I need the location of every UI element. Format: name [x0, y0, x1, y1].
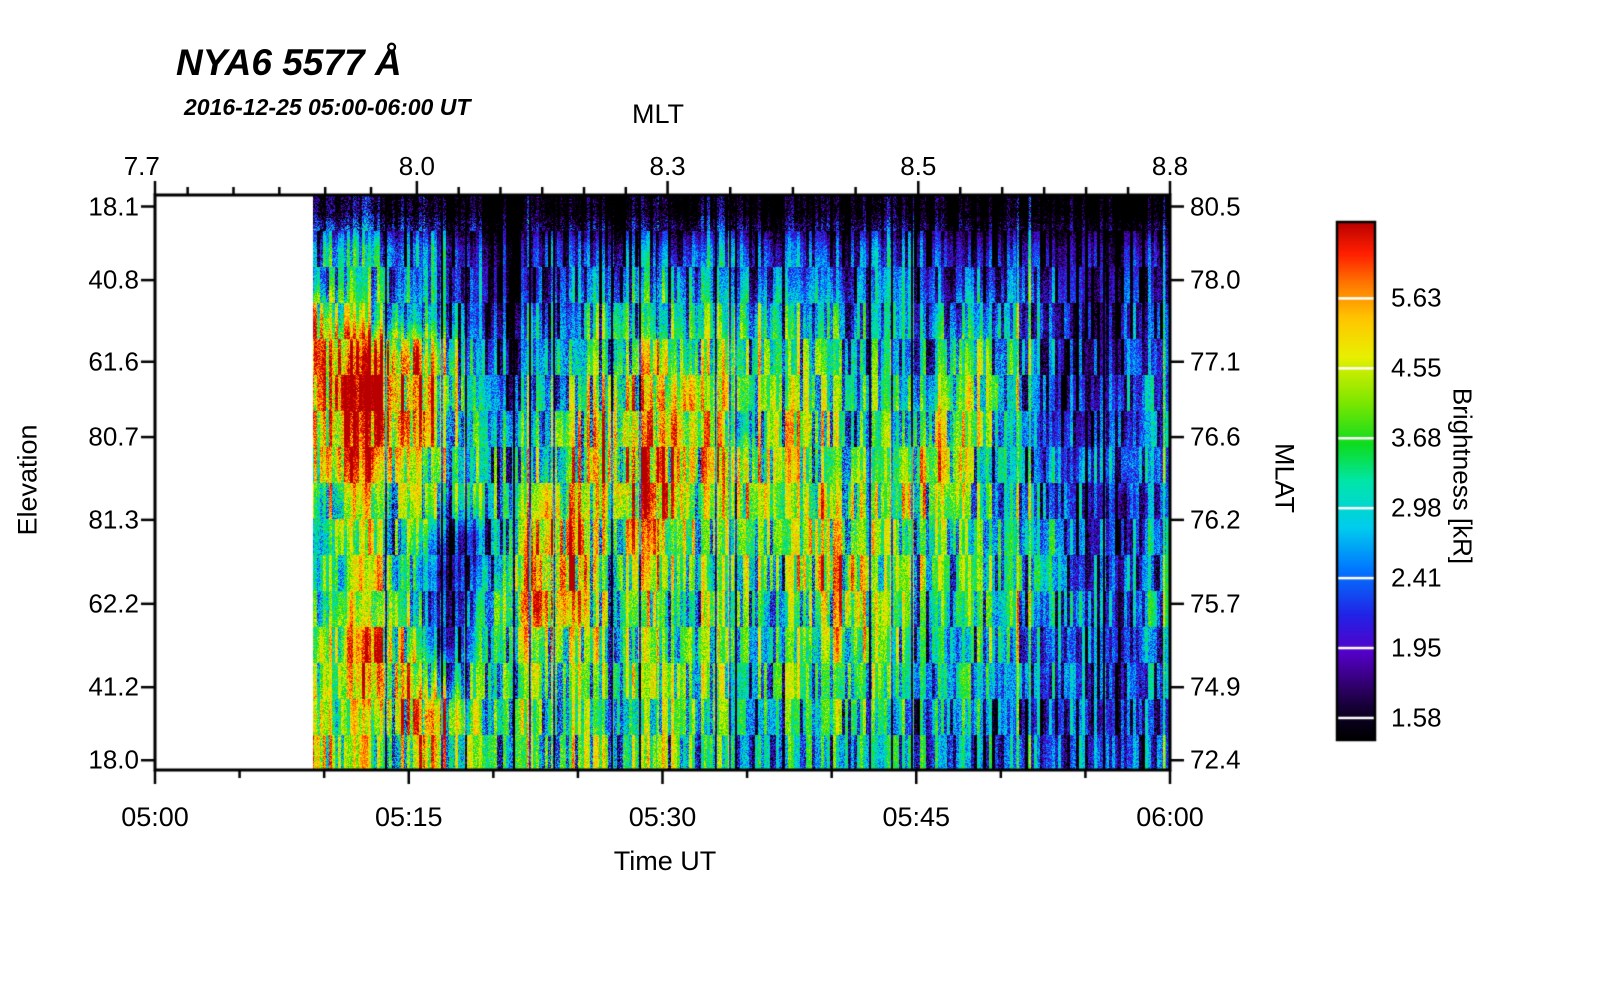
top-tick-label-0: 7.7 [123, 151, 160, 181]
left-axis-title: Elevation [12, 424, 43, 536]
plot-subtitle: 2016-12-25 05:00-06:00 UT [184, 94, 471, 120]
top-tick-label-3: 8.5 [900, 151, 937, 181]
right-tick-label-4: 76.2 [1190, 504, 1241, 535]
bottom-tick-label-4: 06:00 [1136, 802, 1204, 832]
colorbar-tick-label-1: 4.55 [1391, 352, 1442, 383]
top-tick-label-2: 8.3 [649, 151, 686, 181]
bottom-tick-label-1: 05:15 [374, 802, 443, 832]
colorbar-tick-label-2: 3.68 [1391, 422, 1442, 453]
bottom-tick-label-2: 05:30 [628, 802, 697, 832]
left-tick-label-1: 40.8 [88, 264, 139, 295]
colorbar-title: Brightness [kR] [1447, 387, 1478, 565]
right-axis-title: MLAT [1269, 442, 1300, 514]
top-tick-label-4: 8.8 [1151, 151, 1189, 181]
plot-title: NYA6 5577 Å [176, 42, 402, 83]
colorbar-tick-label-5: 1.95 [1391, 632, 1442, 663]
left-tick-label-0: 18.1 [88, 191, 139, 221]
left-tick-label-7: 18.0 [88, 744, 139, 775]
left-tick-label-6: 41.2 [88, 671, 139, 702]
left-tick-label-2: 61.6 [88, 346, 139, 377]
left-tick-label-4: 81.3 [88, 504, 139, 535]
right-tick-label-2: 77.1 [1190, 346, 1241, 377]
colorbar-tick-label-6: 1.58 [1391, 702, 1442, 733]
right-tick-label-5: 75.7 [1190, 588, 1241, 619]
right-tick-label-0: 80.5 [1190, 191, 1241, 221]
left-tick-label-3: 80.7 [88, 421, 139, 452]
colorbar-tick-label-0: 5.63 [1391, 282, 1442, 313]
right-tick-label-1: 78.0 [1190, 264, 1241, 295]
bottom-tick-label-3: 05:45 [882, 802, 951, 832]
bottom-axis-title: Time UT [613, 846, 717, 876]
bottom-tick-label-0: 05:00 [121, 802, 189, 832]
top-tick-label-1: 8.0 [398, 151, 435, 181]
right-tick-label-6: 74.9 [1190, 671, 1241, 702]
left-tick-label-5: 62.2 [88, 588, 139, 619]
right-tick-label-7: 72.4 [1190, 744, 1241, 775]
colorbar-tick-label-4: 2.41 [1391, 562, 1442, 593]
right-tick-label-3: 76.6 [1190, 421, 1241, 452]
colorbar-tick-label-3: 2.98 [1391, 492, 1442, 523]
top-axis-title: MLT [632, 99, 684, 129]
